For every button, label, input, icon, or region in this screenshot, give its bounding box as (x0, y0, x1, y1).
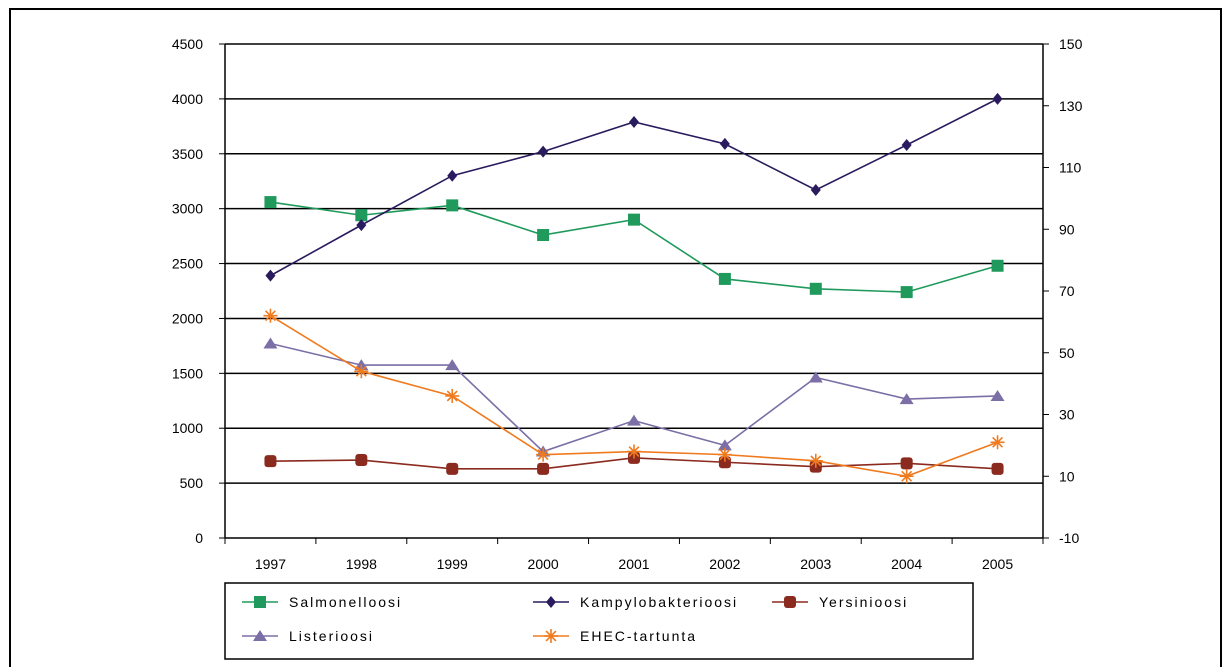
data-point-ehec-tartunta (263, 308, 278, 323)
legend-marker-yersinioosi (784, 596, 796, 608)
x-tick-label: 1999 (437, 556, 468, 572)
legend-marker-kampylobakterioosi (546, 596, 556, 608)
right-tick-label: 70 (1059, 283, 1075, 299)
right-tick-label: 30 (1059, 407, 1075, 423)
data-point-salmonelloosi (355, 209, 368, 222)
series-lines (263, 92, 1005, 484)
data-point-salmonelloosi (809, 282, 822, 295)
data-point-yersinioosi (264, 455, 277, 468)
legend-label-kampylobakterioosi: Kampylobakterioosi (580, 594, 738, 610)
left-tick-label: 0 (195, 530, 203, 546)
data-point-ehec-tartunta (536, 447, 551, 462)
left-tick-label: 3000 (172, 201, 203, 217)
legend-label-salmonelloosi: Salmonelloosi (289, 594, 402, 610)
data-point-yersinioosi (900, 457, 913, 470)
right-tick-label: 110 (1059, 160, 1082, 176)
data-point-kampylobakterioosi (538, 145, 549, 158)
legend-label-yersinioosi: Yersinioosi (819, 594, 908, 610)
x-tick-label: 1998 (346, 556, 377, 572)
left-tick-label: 500 (180, 475, 204, 491)
data-point-salmonelloosi (628, 213, 640, 226)
right-tick-label: -10 (1059, 530, 1079, 546)
legend-box (224, 582, 974, 660)
data-point-salmonelloosi (537, 229, 550, 242)
data-point-yersinioosi (718, 456, 731, 469)
data-point-kampylobakterioosi (447, 169, 458, 182)
right-tick-label: 50 (1059, 345, 1075, 361)
legend-label-listerioosi: Listerioosi (289, 628, 374, 644)
chart-frame (9, 8, 1222, 667)
data-point-kampylobakterioosi (992, 92, 1003, 105)
x-tick-label: 2001 (618, 556, 649, 572)
data-point-kampylobakterioosi (719, 137, 730, 150)
left-tick-label: 1000 (172, 420, 203, 436)
data-point-kampylobakterioosi (810, 184, 821, 197)
left-tick-label: 4500 (172, 36, 203, 52)
legend-marker-salmonelloosi (254, 596, 266, 608)
data-point-salmonelloosi (718, 272, 731, 285)
left-tick-label: 1500 (172, 365, 203, 381)
axes: 0 500 1000 1500 2000 2500 3000 3500 4000 4500 -10 1… (172, 36, 1083, 572)
legend: Salmonelloosi Kampylobakterioosi Yersinioo… (224, 582, 974, 660)
left-tick-label: 2000 (172, 310, 203, 326)
left-tick-label: 2500 (172, 256, 203, 272)
data-point-ehec-tartunta (445, 388, 460, 403)
data-point-kampylobakterioosi (265, 269, 276, 282)
series-line-listerioosi (270, 342, 998, 453)
data-point-listerioosi (990, 389, 1005, 401)
x-tick-label: 2003 (800, 556, 831, 572)
legend-marker-listerioosi (253, 630, 267, 641)
data-point-yersinioosi (991, 462, 1004, 475)
data-point-ehec-tartunta (899, 469, 914, 484)
data-point-salmonelloosi (264, 196, 277, 209)
x-tick-label: 1997 (255, 556, 286, 572)
data-point-kampylobakterioosi (901, 138, 912, 151)
data-point-yersinioosi (355, 454, 368, 467)
data-point-yersinioosi (446, 462, 459, 475)
right-tick-label: 150 (1059, 36, 1083, 52)
data-point-listerioosi (717, 439, 732, 451)
data-point-ehec-tartunta (990, 435, 1005, 450)
data-point-ehec-tartunta (808, 453, 823, 468)
data-point-kampylobakterioosi (356, 219, 367, 232)
x-tick-label: 2005 (982, 556, 1013, 572)
data-point-listerioosi (899, 393, 914, 405)
data-point-yersinioosi (537, 462, 550, 475)
legend-label-ehec-tartunta: EHEC-tartunta (580, 628, 697, 644)
right-tick-label: 90 (1059, 221, 1075, 237)
data-point-salmonelloosi (991, 259, 1004, 272)
data-point-ehec-tartunta (717, 447, 732, 462)
data-point-ehec-tartunta (627, 444, 641, 459)
data-point-salmonelloosi (446, 199, 459, 212)
data-point-salmonelloosi (900, 286, 913, 299)
data-point-ehec-tartunta (354, 364, 369, 379)
left-tick-label: 4000 (172, 91, 203, 107)
x-tick-label: 2002 (709, 556, 740, 572)
data-point-kampylobakterioosi (629, 115, 639, 128)
x-tick-label: 2000 (528, 556, 559, 572)
left-tick-label: 3500 (172, 146, 203, 162)
x-tick-label: 2004 (891, 556, 922, 572)
right-tick-label: 10 (1059, 468, 1075, 484)
right-tick-label: 130 (1059, 98, 1083, 114)
legend-marker-ehec-tartunta (544, 629, 558, 643)
data-point-listerioosi (627, 414, 641, 426)
data-point-listerioosi (263, 337, 278, 349)
data-point-listerioosi (808, 371, 823, 383)
data-point-listerioosi (445, 359, 460, 371)
